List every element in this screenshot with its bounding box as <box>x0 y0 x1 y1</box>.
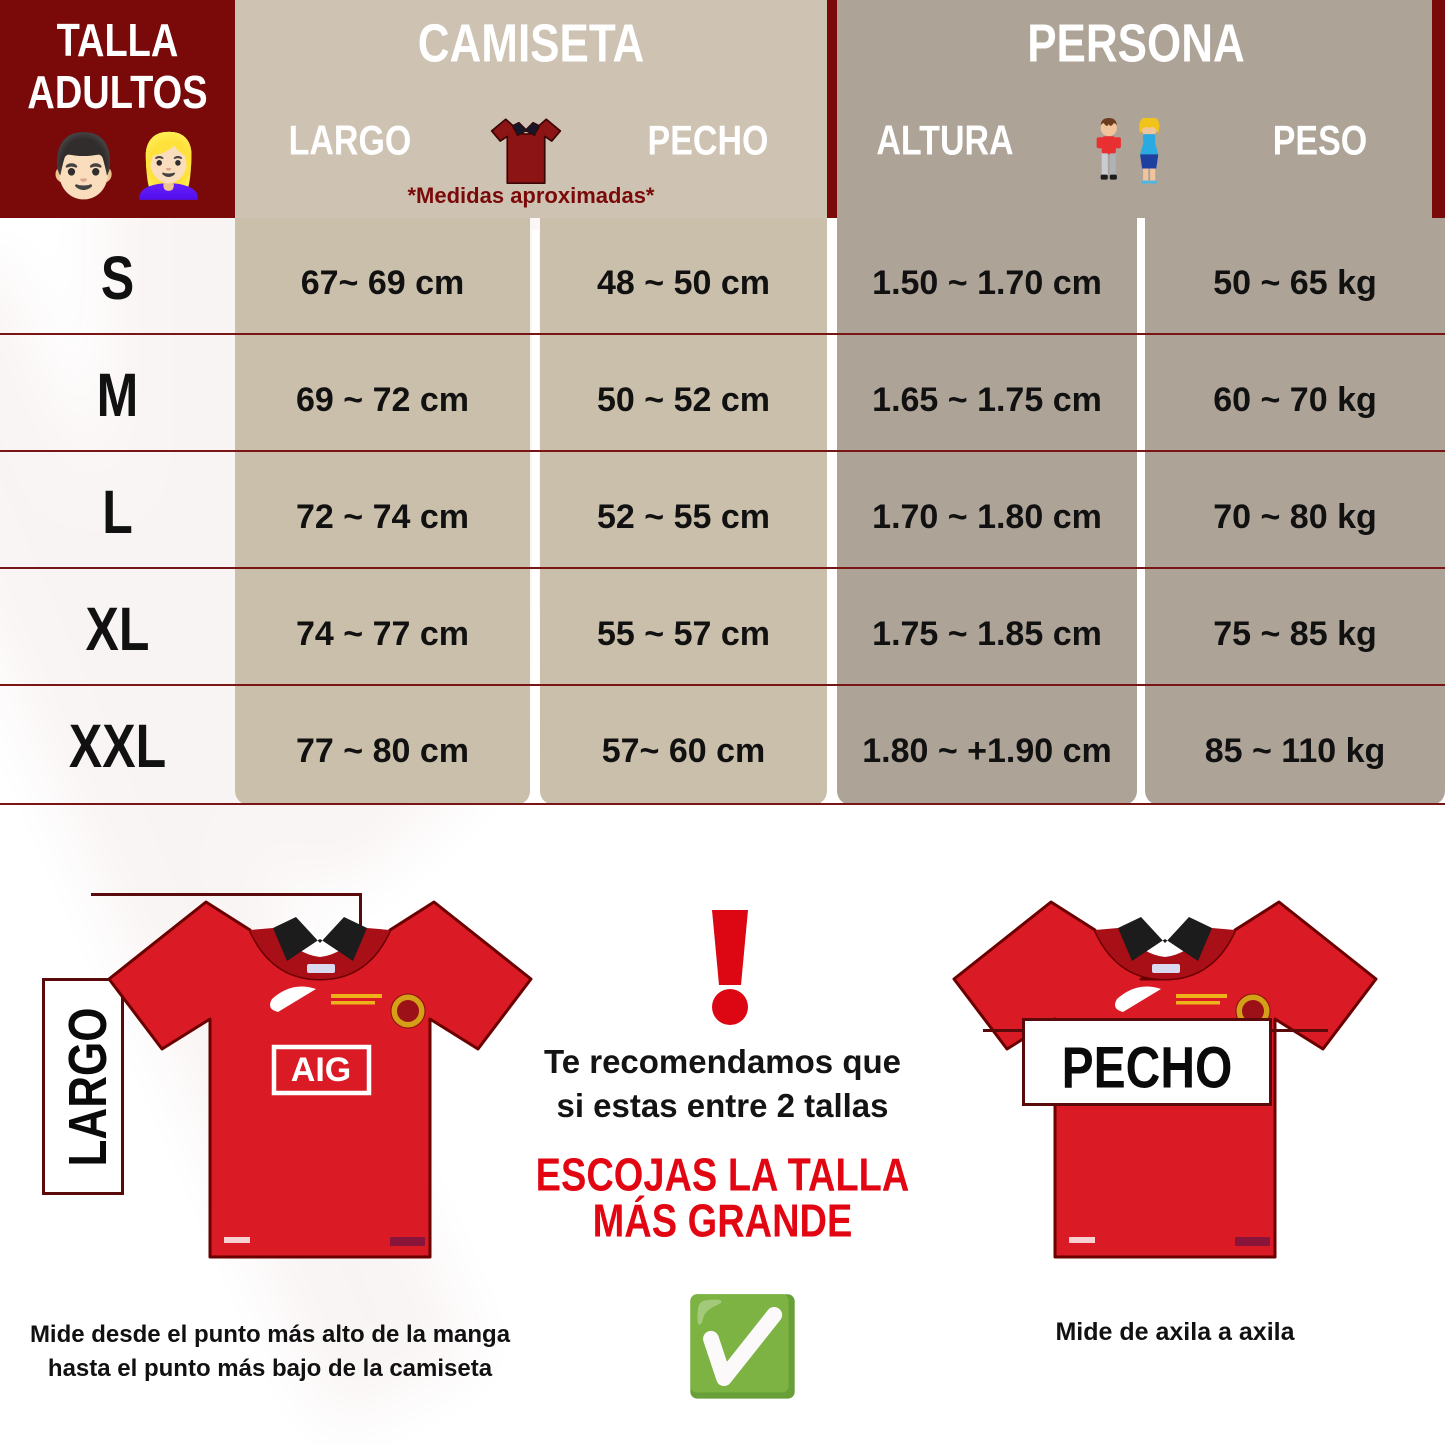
svg-text:AIG: AIG <box>291 1051 351 1089</box>
